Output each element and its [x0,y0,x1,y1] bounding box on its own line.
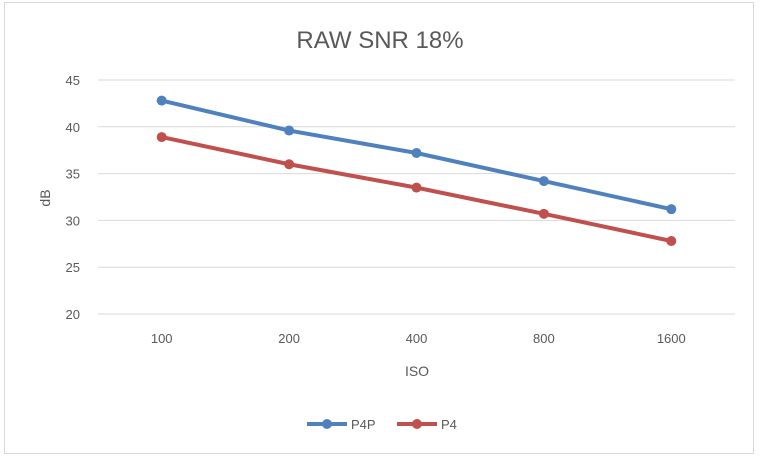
y-tick-label: 45 [66,73,80,88]
chart-title: RAW SNR 18% [296,27,463,54]
x-tick-label: 100 [151,331,173,346]
legend: P4P P4 [307,417,457,432]
y-tick-label: 35 [66,167,80,182]
data-point [284,125,295,136]
x-tick-label: 200 [278,331,300,346]
x-tick-label: 1600 [657,331,686,346]
x-tick-label: 400 [406,331,428,346]
data-point [156,132,167,143]
gridlines [98,79,735,315]
series-p4p [156,95,677,215]
y-tick-label: 40 [66,120,80,135]
y-axis-ticks: 20 25 30 35 40 45 [66,73,80,322]
x-axis-ticks: 100 200 400 800 1600 [151,331,686,346]
legend-marker [322,419,332,429]
data-point [666,204,677,215]
y-axis-label: dB [37,189,53,206]
legend-marker [412,419,422,429]
data-point [666,235,677,246]
chart-frame [4,2,754,454]
data-point [538,208,549,219]
legend-label: P4 [441,417,457,432]
legend-item: P4P [307,417,376,432]
data-point [538,176,549,187]
y-tick-label: 25 [66,260,80,275]
y-tick-label: 30 [66,213,80,228]
legend-item: P4 [397,417,457,432]
y-tick-label: 20 [66,307,80,322]
series-p4 [156,132,677,246]
series-layer [156,95,677,246]
x-axis-label: ISO [405,363,429,379]
data-point [156,95,167,106]
data-point [284,159,295,170]
data-point [411,182,422,193]
legend-label: P4P [351,417,376,432]
data-point [411,148,422,159]
x-tick-label: 800 [533,331,555,346]
